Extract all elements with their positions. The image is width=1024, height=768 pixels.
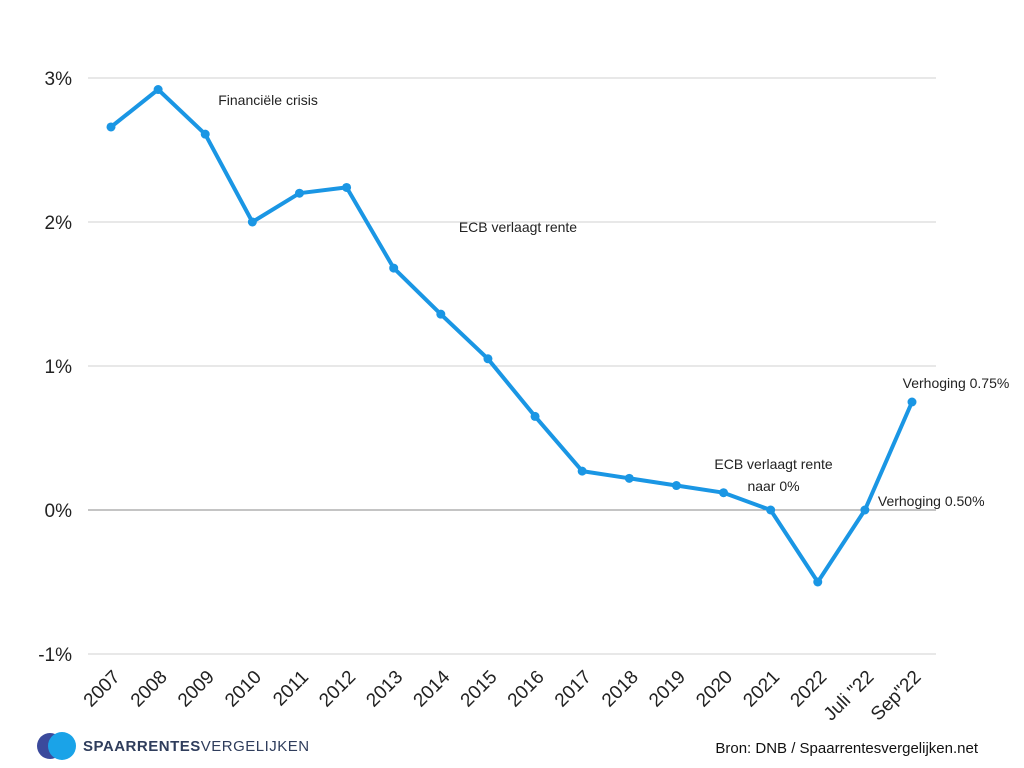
data-point [577,466,587,476]
annotation-label: Verhoging 0.75% [903,375,1010,391]
line-chart: 3% 2% 1% 0% -1% 2007 2008 2009 2010 2011 2012 2013… [38,69,1009,725]
data-point [106,122,116,132]
data-point [389,263,399,273]
annotation-label: Financiële crisis [218,92,318,108]
y-axis-ticks: 3% 2% 1% 0% -1% [38,69,72,666]
y-tick-label: 2% [45,213,73,234]
logo-text-bold: SPAARRENTES [83,737,201,755]
annotations: Financiële crisis ECB verlaagt rente ECB v… [218,92,1009,509]
x-tick-label: 2018 [598,667,643,712]
x-tick-label: 2010 [221,667,266,712]
brand-logo: SPAARRENTESVERGELIJKEN [37,731,310,761]
data-point [671,481,681,491]
data-point [530,411,540,421]
data-point [719,488,729,498]
logo-circles-icon [37,731,77,761]
y-tick-label: 3% [45,69,73,90]
data-point [247,217,257,227]
x-tick-label: 2020 [692,667,737,712]
x-tick-label: 2013 [362,667,407,712]
data-point [483,354,493,364]
x-tick-label: Sep"22 [867,667,925,725]
logo-text: SPAARRENTESVERGELIJKEN [83,738,310,755]
data-point [813,577,823,587]
annotation-label: ECB verlaagt rente [714,456,832,472]
data-point [436,309,446,319]
annotation-label: Verhoging 0.50% [878,493,985,509]
y-tick-label: 0% [45,501,73,522]
logo-text-light: VERGELIJKEN [200,737,310,755]
x-tick-label: 2015 [457,667,502,712]
x-tick-label: 2007 [80,667,125,712]
grid [88,77,936,655]
x-tick-label: 2011 [269,667,313,711]
data-point [200,129,210,139]
annotation-label: ECB verlaagt rente [459,219,577,235]
x-tick-label: Juli "22 [820,667,878,725]
y-tick-label: 1% [45,357,73,378]
data-points [106,85,917,587]
data-point [153,85,163,95]
data-point [624,473,634,483]
x-tick-label: 2016 [504,667,549,712]
x-tick-label: 2021 [739,667,784,712]
x-tick-label: 2012 [315,667,360,712]
x-axis-ticks: 2007 2008 2009 2010 2011 2012 2013 2014 2015 2016… [80,666,926,725]
data-point [907,397,917,407]
series-line [109,87,914,584]
data-point [860,505,870,515]
data-point [294,188,304,198]
source-note: Bron: DNB / Spaarrentesvergelijken.net [715,740,978,757]
x-tick-label: 2008 [127,667,172,712]
y-tick-label: -1% [38,645,72,666]
annotation-label: naar 0% [747,478,799,494]
data-point [342,182,352,192]
x-tick-label: 2009 [174,667,219,712]
x-tick-label: 2014 [410,666,455,711]
x-tick-label: 2017 [551,667,596,712]
data-point [766,505,776,515]
x-tick-label: 2019 [645,667,690,712]
